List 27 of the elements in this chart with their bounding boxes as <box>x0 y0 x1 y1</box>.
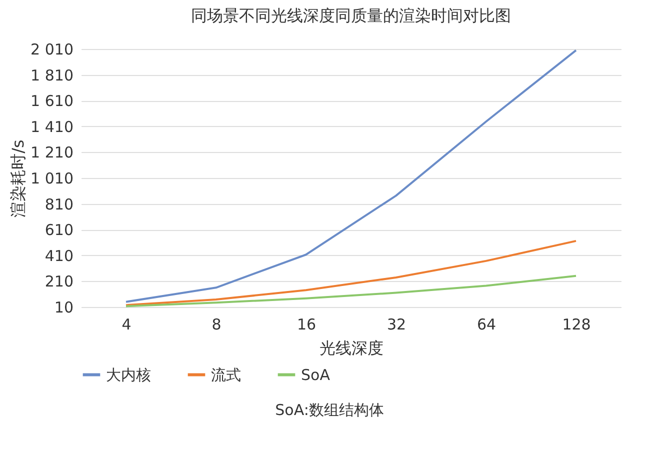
x-tick-label: 64 <box>476 316 496 334</box>
y-tick-label: 1 410 <box>30 118 74 136</box>
y-tick-label: 210 <box>44 272 74 291</box>
legend-label: 大内核 <box>106 366 151 384</box>
legend-label: SoA <box>301 366 331 384</box>
line-series <box>125 49 577 303</box>
x-tick-label: 4 <box>122 316 132 334</box>
y-tick-label: 810 <box>44 195 74 214</box>
x-tick-label: 16 <box>296 316 316 334</box>
line-series <box>125 240 577 306</box>
x-tick-label: 8 <box>212 316 222 334</box>
legend-label: 流式 <box>211 366 241 384</box>
y-tick-label: 1 210 <box>30 144 74 162</box>
chart-title: 同场景不同光线深度同质量的渲染时间对比图 <box>191 6 511 25</box>
y-tick-label: 1 010 <box>30 170 74 188</box>
y-axis-title: 渲染耗时/s <box>8 140 28 218</box>
y-tick-label: 10 <box>54 298 74 316</box>
y-tick-label: 410 <box>44 246 74 265</box>
y-tick-label: 2 010 <box>30 40 74 58</box>
y-tick-label: 1 610 <box>30 92 74 110</box>
x-axis-title: 光线深度 <box>320 338 384 358</box>
y-tick-label: 1 810 <box>30 66 74 84</box>
x-tick-label: 128 <box>562 316 591 334</box>
text: SoA:数组结构体 <box>274 401 385 420</box>
y-tick-label: 610 <box>44 221 74 240</box>
x-tick-label: 32 <box>386 316 406 334</box>
line-series <box>125 274 577 308</box>
